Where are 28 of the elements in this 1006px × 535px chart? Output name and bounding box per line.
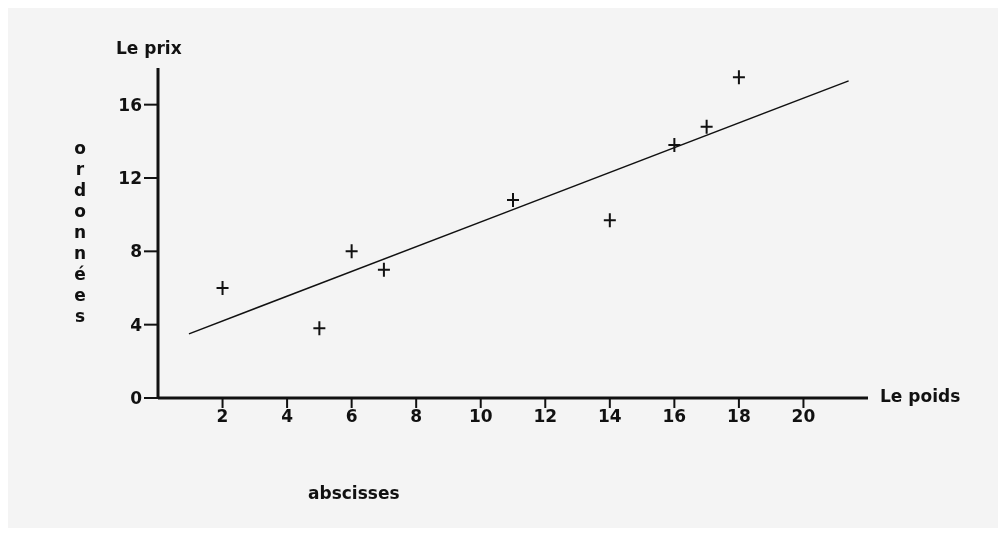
text: ordonnées <box>70 138 90 327</box>
point <box>699 118 714 135</box>
point <box>312 320 327 337</box>
y-tick-label: 0 <box>130 388 143 409</box>
x-tick-label: 20 <box>791 406 816 427</box>
y-tick-label: 4 <box>130 314 143 335</box>
y-tick-label: 8 <box>130 241 142 262</box>
x-tick-label: 4 <box>281 406 294 427</box>
x-tick-label: 6 <box>345 406 358 427</box>
x-tick-label: 16 <box>662 406 687 427</box>
x-tick-label: 18 <box>727 406 751 427</box>
x-tick-label: 12 <box>533 406 558 427</box>
point <box>344 243 359 260</box>
point <box>602 212 617 229</box>
y-tick-label: 16 <box>118 94 142 115</box>
x-tick-label: 14 <box>597 406 622 427</box>
x-tick-label: 2 <box>216 406 229 427</box>
y-tick-label: 12 <box>118 168 142 189</box>
x-tick-label: 10 <box>468 406 493 427</box>
point <box>667 137 682 153</box>
x-axis-title: Le poids <box>880 386 961 406</box>
point <box>215 280 230 296</box>
text: abscisses <box>308 483 400 503</box>
point <box>376 261 391 278</box>
y-axis-title: Le prix <box>116 38 182 58</box>
point <box>506 192 520 208</box>
x-tick-label: 8 <box>410 406 423 427</box>
point <box>731 69 746 86</box>
